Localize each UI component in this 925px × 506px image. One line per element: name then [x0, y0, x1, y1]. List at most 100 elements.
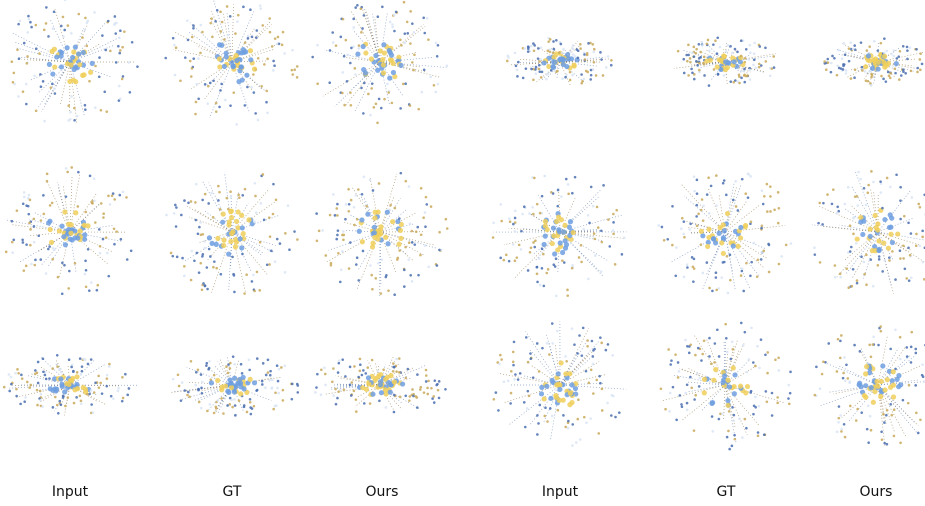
point	[582, 78, 585, 81]
point	[50, 86, 53, 89]
point	[77, 171, 80, 174]
point	[263, 63, 266, 66]
point	[25, 265, 28, 268]
point	[554, 219, 559, 224]
point	[226, 390, 231, 395]
point	[543, 175, 546, 178]
point	[385, 276, 388, 279]
point	[230, 64, 235, 69]
point	[336, 234, 339, 237]
point	[341, 358, 344, 361]
point	[587, 278, 590, 281]
point	[314, 391, 317, 394]
point	[354, 6, 357, 9]
point	[516, 68, 519, 71]
point	[361, 374, 364, 377]
point	[776, 396, 779, 399]
point	[341, 71, 344, 74]
point	[753, 404, 756, 407]
point	[36, 404, 39, 407]
point	[889, 77, 892, 80]
point	[236, 209, 241, 214]
point	[240, 225, 245, 230]
point	[236, 20, 239, 23]
point	[356, 4, 359, 7]
point	[22, 202, 25, 205]
point	[248, 377, 253, 382]
point	[592, 392, 595, 395]
point	[899, 249, 902, 252]
point	[28, 222, 31, 225]
point	[354, 67, 357, 70]
point	[65, 195, 68, 198]
point	[731, 243, 736, 248]
point	[698, 43, 701, 46]
point	[863, 261, 866, 264]
point	[753, 58, 756, 61]
point	[97, 375, 100, 378]
point	[113, 227, 116, 230]
point	[19, 403, 22, 406]
point	[906, 355, 909, 358]
point	[906, 49, 909, 52]
point	[885, 377, 890, 382]
point	[860, 411, 863, 414]
point	[281, 44, 284, 47]
point	[76, 51, 81, 56]
point	[883, 37, 886, 40]
point	[433, 84, 436, 87]
point	[30, 384, 33, 387]
point	[903, 215, 906, 218]
point	[848, 381, 851, 384]
point	[378, 182, 381, 185]
point	[831, 55, 834, 58]
point	[854, 69, 857, 72]
point	[550, 64, 555, 69]
point	[552, 251, 557, 256]
point	[324, 384, 327, 387]
point	[857, 204, 860, 207]
point	[41, 405, 44, 408]
point	[664, 408, 667, 411]
point	[372, 230, 377, 235]
point	[73, 119, 76, 122]
point	[437, 44, 440, 47]
point	[902, 68, 905, 71]
point	[557, 387, 562, 392]
point	[789, 371, 792, 374]
point	[711, 415, 714, 418]
point	[716, 36, 719, 39]
point	[555, 39, 558, 42]
point	[718, 418, 721, 421]
point	[362, 369, 365, 372]
point	[360, 31, 363, 34]
point	[106, 252, 109, 255]
point	[86, 20, 89, 23]
point	[248, 57, 253, 62]
point	[602, 74, 605, 77]
point	[362, 250, 365, 253]
point	[224, 54, 229, 59]
point	[566, 289, 569, 292]
point	[45, 378, 48, 381]
point	[721, 222, 726, 227]
point	[255, 211, 258, 214]
point	[881, 207, 884, 210]
point	[855, 242, 858, 245]
point	[576, 418, 579, 421]
point	[571, 423, 574, 426]
point	[859, 350, 862, 353]
point	[538, 370, 541, 373]
point	[226, 404, 229, 407]
point	[199, 262, 202, 265]
point	[727, 44, 730, 47]
point	[67, 396, 70, 399]
point	[183, 275, 186, 278]
point	[543, 285, 546, 288]
point	[582, 327, 585, 330]
point	[853, 76, 856, 79]
point	[677, 50, 680, 53]
point	[276, 238, 279, 241]
point	[48, 377, 51, 380]
point	[541, 242, 546, 247]
